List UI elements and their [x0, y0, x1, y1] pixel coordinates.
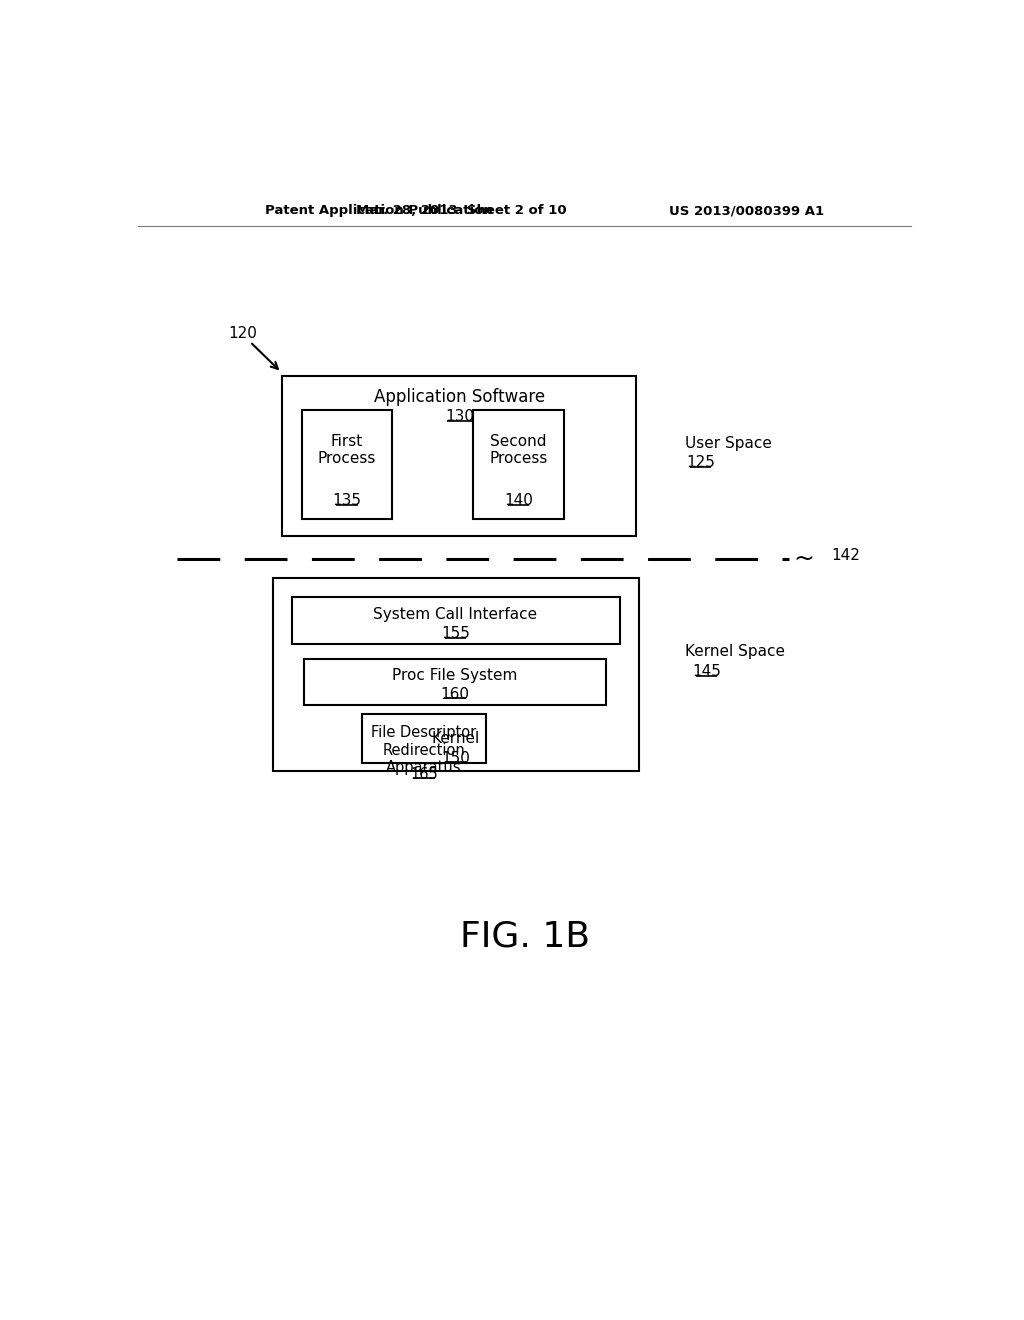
Bar: [301, 411, 392, 519]
Text: Kernel: Kernel: [431, 731, 479, 746]
Text: 120: 120: [228, 326, 257, 342]
Text: Second
Process: Second Process: [489, 434, 548, 466]
Text: File Descriptor
Redirection
Apparatus: File Descriptor Redirection Apparatus: [372, 725, 476, 775]
Text: User Space: User Space: [685, 436, 772, 451]
Text: 145: 145: [692, 664, 721, 680]
Text: 130: 130: [444, 409, 474, 425]
Text: 135: 135: [333, 494, 361, 508]
Text: 155: 155: [441, 626, 470, 640]
Text: Patent Application Publication: Patent Application Publication: [265, 205, 494, 218]
Text: Mar. 28, 2013  Sheet 2 of 10: Mar. 28, 2013 Sheet 2 of 10: [356, 205, 567, 218]
Text: 150: 150: [441, 751, 470, 766]
Text: ~: ~: [794, 546, 815, 570]
Text: Kernel Space: Kernel Space: [685, 644, 785, 659]
Bar: [473, 411, 564, 519]
Text: 142: 142: [831, 548, 860, 564]
Text: 165: 165: [410, 767, 438, 781]
Bar: [283, 376, 637, 536]
Text: FIG. 1B: FIG. 1B: [460, 919, 590, 953]
Bar: [273, 578, 639, 771]
Text: US 2013/0080399 A1: US 2013/0080399 A1: [669, 205, 824, 218]
Text: System Call Interface: System Call Interface: [374, 607, 538, 622]
Text: 140: 140: [504, 494, 534, 508]
Text: 160: 160: [440, 686, 469, 702]
Text: 125: 125: [686, 455, 715, 470]
Text: Application Software: Application Software: [374, 388, 545, 407]
Text: First
Process: First Process: [317, 434, 376, 466]
Text: Proc File System: Proc File System: [392, 668, 517, 684]
Bar: [361, 714, 486, 763]
Bar: [292, 597, 620, 644]
Bar: [304, 659, 606, 705]
